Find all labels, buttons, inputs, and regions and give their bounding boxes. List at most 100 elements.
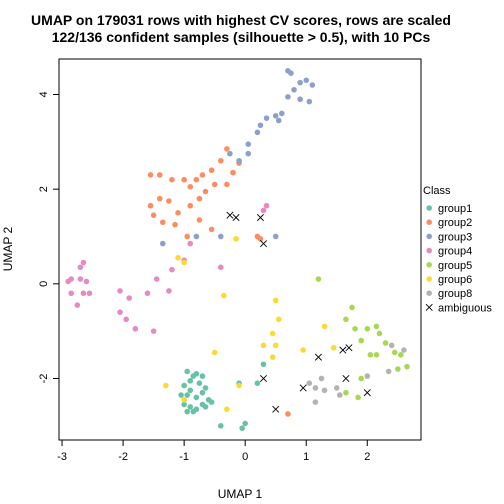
y-tick-label: 2 [38, 186, 50, 192]
point-group8 [388, 342, 395, 349]
x-axis: -3 -2 -1 0 1 2 [57, 440, 370, 463]
legend-item-group2: group2 [426, 217, 472, 229]
point-group4 [65, 278, 71, 285]
point-group1 [208, 399, 215, 405]
point-group1 [193, 370, 200, 377]
point-group2 [172, 221, 178, 228]
point-group1 [184, 368, 190, 375]
x-tick-label: -2 [118, 451, 128, 463]
point-group6 [330, 344, 337, 351]
point-group6 [224, 406, 230, 413]
point-group2 [147, 172, 154, 178]
point-group2 [224, 146, 230, 152]
point-group5 [343, 316, 349, 323]
point-group3 [303, 77, 310, 84]
point-group3 [245, 150, 252, 157]
point-group1 [199, 389, 206, 396]
point-group3 [309, 82, 316, 88]
point-ambiguous [363, 389, 371, 397]
point-group1 [190, 408, 197, 415]
point-group4 [126, 295, 133, 301]
point-group1 [199, 373, 206, 379]
point-group5 [343, 389, 349, 396]
point-group1 [184, 408, 190, 415]
legend-marker [426, 290, 433, 297]
point-group1 [187, 378, 194, 384]
point-group3 [297, 79, 303, 86]
point-group3 [297, 96, 303, 103]
point-group5 [398, 352, 404, 358]
point-group2 [208, 226, 215, 233]
point-group2 [159, 219, 166, 226]
point-group8 [321, 387, 328, 394]
point-group3 [275, 117, 282, 124]
point-group1 [196, 380, 203, 387]
point-ambiguous [256, 214, 264, 222]
point-group2 [211, 181, 218, 188]
point-group2 [217, 157, 224, 164]
point-ambiguous [342, 374, 350, 382]
point-group5 [395, 366, 401, 372]
point-ambiguous [232, 214, 240, 222]
point-group1 [187, 404, 194, 410]
point-group1 [202, 385, 209, 391]
point-group6 [181, 396, 187, 403]
point-group4 [144, 290, 151, 297]
point-group2 [199, 172, 206, 178]
legend-label: group1 [438, 203, 472, 215]
point-group4 [263, 202, 270, 209]
point-group1 [187, 387, 194, 394]
point-group5 [355, 394, 361, 401]
point-ambiguous [314, 353, 322, 361]
y-axis: -2 0 2 4 [38, 91, 59, 383]
x-tick-label: -3 [57, 451, 67, 463]
point-group8 [306, 380, 313, 387]
point-group1 [184, 392, 190, 398]
point-group3 [272, 233, 279, 240]
legend-label: group8 [438, 288, 472, 300]
point-group3 [306, 98, 313, 105]
legend-item-group5: group5 [426, 260, 472, 272]
point-group2 [193, 176, 200, 183]
legend-marker [426, 233, 433, 240]
legend-marker [426, 219, 433, 225]
point-group4 [117, 309, 123, 316]
point-group2 [175, 210, 181, 216]
chart-title-line1: UMAP on 179031 rows with highest CV scor… [31, 12, 451, 28]
point-group4 [77, 264, 84, 271]
point-group2 [285, 411, 291, 417]
point-group2 [202, 188, 209, 195]
legend-item-group3: group3 [426, 231, 472, 243]
point-group8 [318, 375, 325, 382]
point-group5 [358, 337, 364, 344]
point-group6 [175, 254, 181, 261]
point-group8 [337, 392, 343, 398]
legend-item-group1: group1 [426, 203, 472, 215]
point-group4 [68, 290, 75, 297]
legend-label: group2 [438, 217, 472, 229]
point-group6 [163, 382, 169, 389]
point-group1 [260, 361, 267, 368]
point-group4 [169, 266, 175, 273]
y-tick-label: -2 [38, 374, 50, 384]
legend-item-ambiguous: ambiguous [425, 302, 492, 314]
point-group1 [217, 423, 224, 429]
point-group5 [367, 352, 374, 358]
point-group6 [181, 259, 187, 266]
point-group4 [80, 259, 87, 266]
point-group8 [312, 399, 319, 405]
point-group3 [217, 233, 224, 240]
point-group2 [224, 181, 230, 188]
legend-marker [426, 205, 433, 211]
x-tick-label: -1 [179, 451, 189, 463]
point-group5 [315, 276, 322, 282]
x-tick-label: 2 [364, 451, 370, 463]
point-group4 [153, 276, 160, 282]
legend-title: Class [423, 185, 451, 197]
x-tick-label: 1 [303, 451, 309, 463]
legend-label: ambiguous [438, 302, 492, 314]
point-group2 [187, 202, 194, 209]
point-group3 [193, 233, 200, 240]
point-group8 [401, 347, 407, 353]
point-group4 [80, 290, 87, 297]
